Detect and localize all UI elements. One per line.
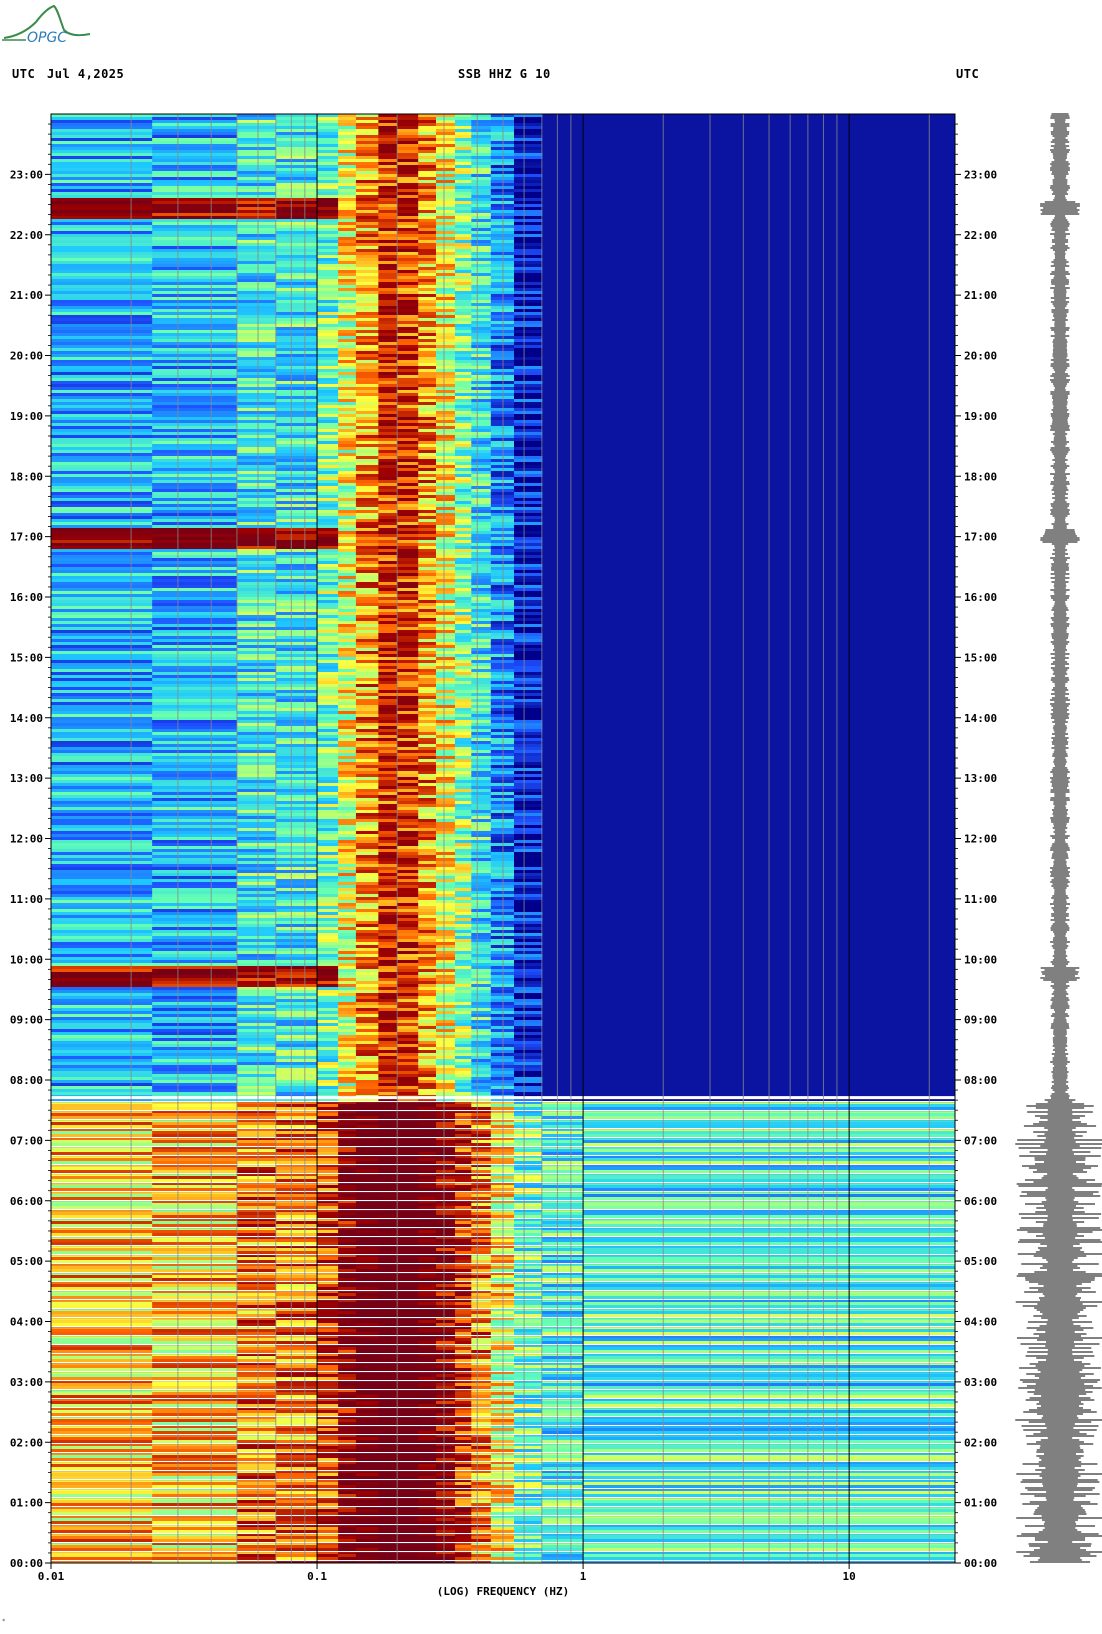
y-tick-label-right: 13:00	[964, 772, 997, 785]
y-tick-label-left: 14:00	[10, 712, 43, 725]
x-tick-label: 0.01	[38, 1570, 65, 1583]
y-tick-label-right: 10:00	[964, 953, 997, 966]
y-tick-label-left: 02:00	[10, 1436, 43, 1449]
x-tick-label: 1	[580, 1570, 587, 1583]
y-tick-label-right: 02:00	[964, 1436, 997, 1449]
y-tick-label-right: 23:00	[964, 168, 997, 181]
y-tick-label-right: 15:00	[964, 651, 997, 664]
y-tick-label-right: 21:00	[964, 289, 997, 302]
y-tick-label-right: 16:00	[964, 591, 997, 604]
y-tick-label-left: 07:00	[10, 1134, 43, 1147]
date-label: Jul 4,2025	[47, 67, 125, 81]
y-tick-label-left: 21:00	[10, 289, 43, 302]
y-tick-label-right: 09:00	[964, 1014, 997, 1027]
y-tick-label-left: 03:00	[10, 1376, 43, 1389]
y-tick-label-left: 04:00	[10, 1316, 43, 1329]
opgc-logo: OPGC	[2, 4, 91, 46]
y-tick-label-right: 22:00	[964, 229, 997, 242]
y-tick-label-left: 11:00	[10, 893, 43, 906]
y-tick-label-right: 06:00	[964, 1195, 997, 1208]
logo-text: OPGC	[27, 30, 67, 46]
y-tick-label-left: 09:00	[10, 1014, 43, 1027]
y-tick-label-left: 16:00	[10, 591, 43, 604]
y-tick-label-left: 12:00	[10, 833, 43, 846]
y-tick-label-left: 00:00	[10, 1557, 43, 1570]
y-tick-label-left: 15:00	[10, 651, 43, 664]
y-tick-label-right: 01:00	[964, 1497, 997, 1510]
y-tick-label-right: 07:00	[964, 1134, 997, 1147]
y-tick-label-left: 20:00	[10, 350, 43, 363]
y-tick-label-right: 14:00	[964, 712, 997, 725]
y-tick-label-right: 12:00	[964, 833, 997, 846]
y-tick-label-left: 17:00	[10, 531, 43, 544]
y-tick-label-right: 20:00	[964, 350, 997, 363]
y-tick-label-right: 05:00	[964, 1255, 997, 1268]
y-tick-label-right: 19:00	[964, 410, 997, 423]
utc-label-left: UTC	[12, 67, 36, 81]
y-tick-label-right: 08:00	[964, 1074, 997, 1087]
y-tick-label-right: 18:00	[964, 470, 997, 483]
y-tick-label-right: 17:00	[964, 531, 997, 544]
seismogram-trace	[1015, 113, 1102, 1563]
y-tick-label-left: 13:00	[10, 772, 43, 785]
y-tick-label-right: 03:00	[964, 1376, 997, 1389]
x-axis-label: (LOG) FREQUENCY (HZ)	[437, 1585, 569, 1598]
x-tick-label: 0.1	[307, 1570, 327, 1583]
frequency-axis: 0.01 0.1 1 10 (LOG) FREQUENCY (HZ)	[38, 1563, 856, 1598]
footer-mark: *	[2, 1618, 6, 1625]
y-tick-label-right: 04:00	[964, 1316, 997, 1329]
x-tick-label: 10	[843, 1570, 856, 1583]
seismogram-path	[1015, 113, 1102, 1563]
y-tick-label-left: 23:00	[10, 168, 43, 181]
y-tick-label-left: 19:00	[10, 410, 43, 423]
y-tick-label-left: 01:00	[10, 1497, 43, 1510]
utc-label-right: UTC	[956, 67, 980, 81]
time-axis: 00:00 00:00 01:00 01:00 02:00 02:00 03:00 03:00…	[10, 123, 997, 1570]
y-tick-label-left: 08:00	[10, 1074, 43, 1087]
y-tick-label-left: 10:00	[10, 953, 43, 966]
y-tick-label-left: 06:00	[10, 1195, 43, 1208]
y-tick-label-right: 00:00	[964, 1557, 997, 1570]
y-tick-label-left: 22:00	[10, 229, 43, 242]
station-label: SSB HHZ G 10	[458, 67, 551, 81]
y-tick-label-left: 18:00	[10, 470, 43, 483]
y-tick-label-right: 11:00	[964, 893, 997, 906]
y-tick-label-left: 05:00	[10, 1255, 43, 1268]
